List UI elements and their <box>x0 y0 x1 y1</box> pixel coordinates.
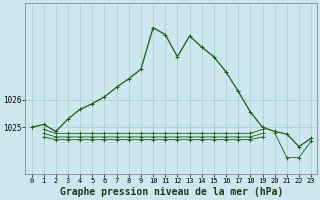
X-axis label: Graphe pression niveau de la mer (hPa): Graphe pression niveau de la mer (hPa) <box>60 187 283 197</box>
